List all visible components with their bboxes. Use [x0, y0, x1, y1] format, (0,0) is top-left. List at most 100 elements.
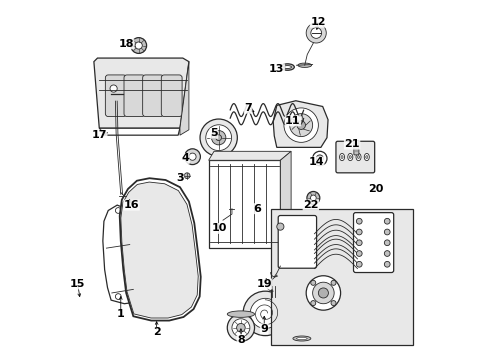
Ellipse shape [348, 156, 351, 158]
Text: 1: 1 [117, 310, 124, 319]
Text: 21: 21 [344, 139, 359, 149]
FancyBboxPatch shape [142, 75, 163, 117]
Text: 17: 17 [91, 130, 107, 140]
FancyBboxPatch shape [271, 209, 412, 345]
Polygon shape [102, 205, 143, 304]
FancyBboxPatch shape [216, 219, 229, 227]
Text: 10: 10 [211, 224, 226, 233]
FancyBboxPatch shape [353, 213, 393, 273]
Text: 7: 7 [244, 103, 251, 113]
Polygon shape [180, 62, 188, 135]
Polygon shape [94, 58, 188, 128]
Ellipse shape [347, 153, 352, 161]
Circle shape [310, 195, 316, 201]
Ellipse shape [227, 311, 254, 318]
Text: 20: 20 [367, 184, 382, 194]
Text: 18: 18 [118, 39, 134, 49]
Circle shape [316, 155, 323, 162]
Circle shape [306, 192, 319, 204]
Circle shape [356, 229, 362, 235]
Circle shape [135, 42, 142, 49]
Circle shape [310, 301, 315, 306]
Text: 15: 15 [70, 279, 85, 289]
Text: 9: 9 [260, 324, 267, 334]
Text: 16: 16 [123, 200, 139, 210]
Ellipse shape [365, 156, 367, 158]
Ellipse shape [292, 336, 310, 341]
Polygon shape [208, 151, 290, 160]
Circle shape [384, 229, 389, 235]
Text: 6: 6 [253, 204, 261, 214]
Text: 13: 13 [268, 64, 284, 74]
Circle shape [243, 291, 287, 336]
Circle shape [236, 323, 244, 332]
FancyBboxPatch shape [208, 160, 280, 248]
Text: 12: 12 [309, 17, 325, 27]
Ellipse shape [340, 156, 343, 158]
Circle shape [356, 261, 362, 267]
Ellipse shape [283, 66, 291, 68]
Circle shape [305, 276, 340, 310]
Text: 11: 11 [285, 116, 300, 126]
Circle shape [356, 240, 362, 246]
Text: 3: 3 [176, 173, 183, 183]
Text: 22: 22 [303, 200, 318, 210]
Circle shape [310, 280, 315, 285]
Circle shape [184, 173, 190, 179]
Ellipse shape [297, 63, 311, 67]
Circle shape [310, 28, 321, 39]
Circle shape [250, 298, 280, 328]
Circle shape [296, 121, 305, 130]
Text: 14: 14 [308, 157, 324, 167]
Circle shape [312, 282, 333, 304]
Text: 5: 5 [210, 129, 217, 138]
Ellipse shape [339, 153, 344, 161]
Polygon shape [280, 151, 290, 248]
Circle shape [305, 23, 325, 43]
Circle shape [205, 125, 231, 150]
Circle shape [227, 314, 254, 341]
Circle shape [284, 108, 318, 142]
Circle shape [184, 149, 200, 165]
Circle shape [356, 219, 362, 224]
Circle shape [188, 153, 196, 160]
Ellipse shape [355, 153, 360, 161]
Circle shape [131, 38, 146, 53]
FancyBboxPatch shape [124, 75, 144, 117]
FancyBboxPatch shape [278, 216, 316, 268]
Ellipse shape [296, 337, 306, 339]
Circle shape [231, 319, 249, 337]
Circle shape [330, 280, 335, 285]
Circle shape [312, 151, 326, 166]
Polygon shape [120, 178, 201, 320]
Circle shape [115, 208, 121, 213]
Circle shape [384, 251, 389, 256]
Circle shape [211, 131, 225, 145]
Text: 19: 19 [256, 279, 271, 289]
Circle shape [318, 288, 328, 298]
Circle shape [330, 301, 335, 306]
Text: 8: 8 [237, 334, 244, 345]
Circle shape [384, 261, 389, 267]
Circle shape [215, 135, 221, 140]
Ellipse shape [280, 64, 294, 70]
FancyBboxPatch shape [105, 75, 126, 117]
Circle shape [384, 219, 389, 224]
Circle shape [110, 85, 117, 92]
Circle shape [356, 251, 362, 256]
Ellipse shape [364, 153, 368, 161]
FancyBboxPatch shape [161, 75, 182, 117]
Circle shape [115, 294, 121, 300]
Text: 4: 4 [181, 153, 189, 163]
Text: 2: 2 [152, 327, 160, 337]
Polygon shape [121, 182, 198, 318]
Ellipse shape [357, 156, 359, 158]
Circle shape [384, 240, 389, 246]
Circle shape [200, 119, 237, 156]
Polygon shape [273, 101, 327, 147]
FancyBboxPatch shape [353, 140, 358, 155]
FancyBboxPatch shape [335, 141, 374, 173]
Polygon shape [99, 128, 180, 135]
Circle shape [289, 114, 312, 136]
Circle shape [276, 223, 284, 230]
